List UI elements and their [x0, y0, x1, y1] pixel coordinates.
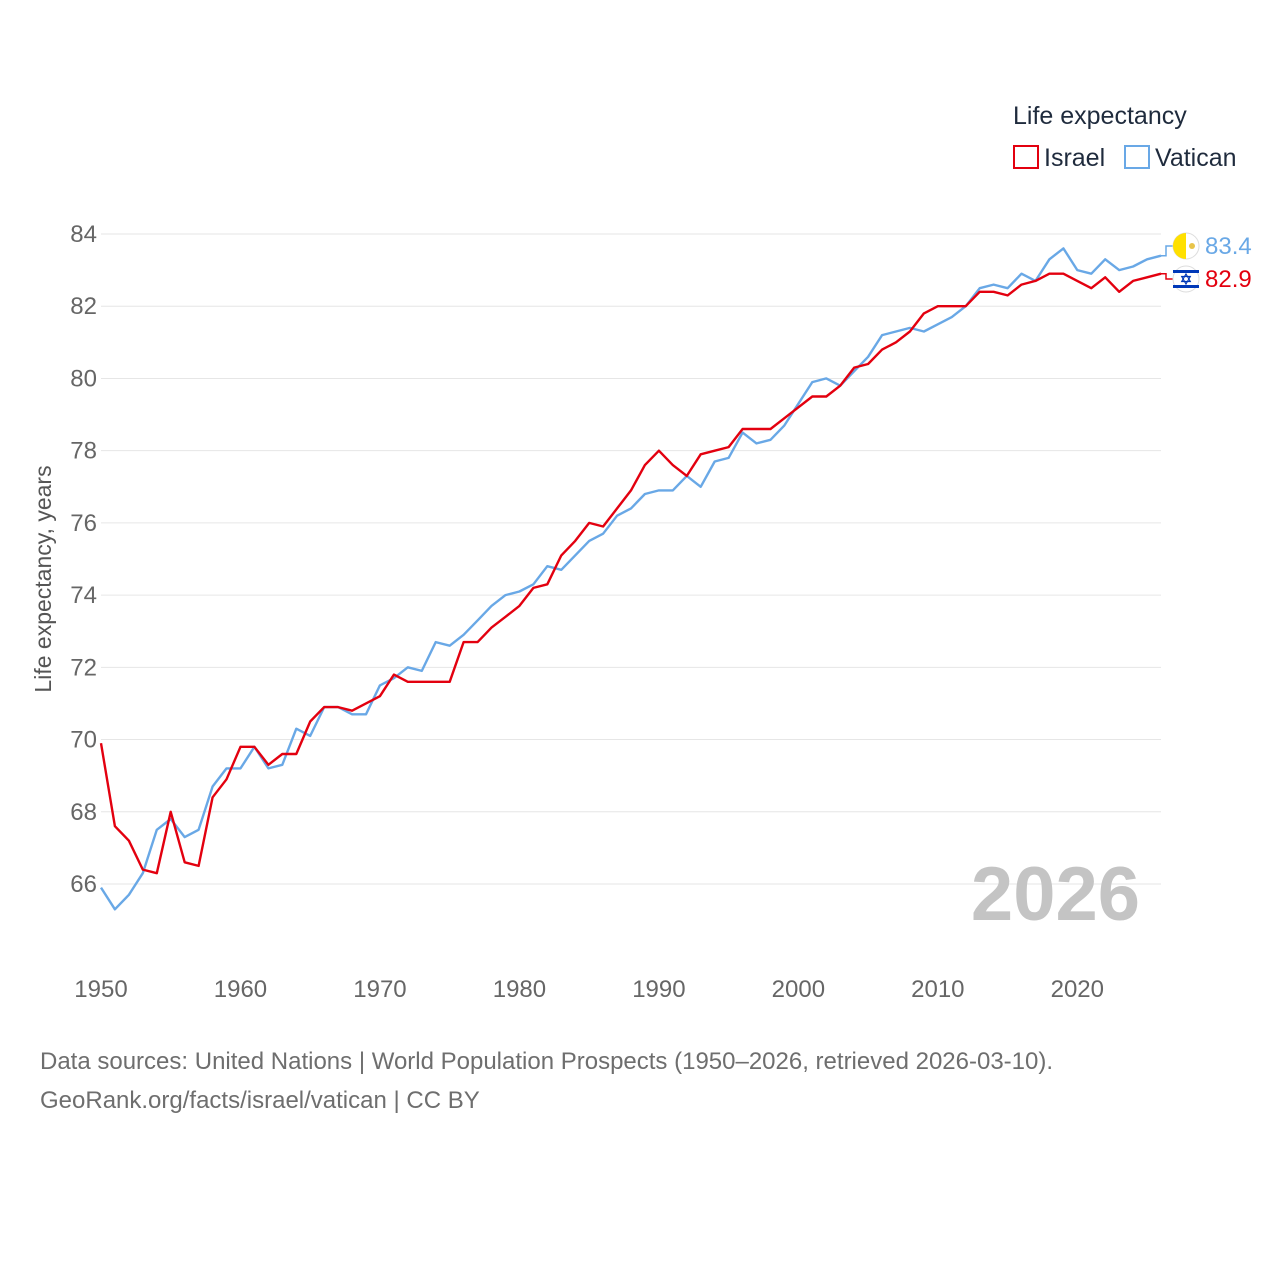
- x-tick-label-1970: 1970: [353, 976, 406, 1003]
- end-value-label-vatican: 83.4: [1205, 233, 1252, 260]
- y-tick-label-74: 74: [70, 582, 97, 609]
- series-lines: [99, 247, 1162, 911]
- y-tick-label-84: 84: [70, 221, 97, 248]
- y-tick-label-68: 68: [70, 799, 97, 826]
- y-tick-label-78: 78: [70, 438, 97, 465]
- source-line-1: Data sources: United Nations | World Pop…: [40, 1048, 1054, 1075]
- end-connector-israel: [1161, 272, 1173, 280]
- y-tick-label-72: 72: [70, 654, 97, 681]
- line-chart: 66 68 70 72 74 76 78 80 82 84 1950 1960 1970 1980 199…: [30, 102, 1252, 1003]
- legend-item-israel[interactable]: Israel: [1013, 144, 1105, 172]
- grid-lines: [101, 233, 1161, 885]
- current-year-watermark: 2026: [971, 852, 1140, 937]
- x-tick-label-1950: 1950: [74, 976, 127, 1003]
- y-axis-label: Life expectancy, years: [30, 465, 56, 692]
- y-tick-label-80: 80: [70, 365, 97, 392]
- legend-label-vatican: Vatican: [1155, 144, 1237, 172]
- series-line-vatican: [99, 247, 1162, 911]
- y-tick-label-76: 76: [70, 510, 97, 537]
- series-end-markers: 82.9 83.4: [1161, 232, 1252, 293]
- end-connector-vatican: [1161, 245, 1173, 257]
- x-tick-label-2010: 2010: [911, 976, 964, 1003]
- source-note: Data sources: United Nations | World Pop…: [40, 1042, 1053, 1120]
- legend-swatch-israel: [1013, 145, 1039, 169]
- source-line-2[interactable]: GeoRank.org/facts/israel/vatican | CC BY: [40, 1087, 480, 1114]
- x-axis-ticks: 1950 1960 1970 1980 1990 2000 2010 2020: [74, 976, 1104, 1003]
- x-tick-label-2000: 2000: [772, 976, 825, 1003]
- legend-label-israel: Israel: [1044, 144, 1105, 172]
- y-tick-label-70: 70: [70, 727, 97, 754]
- end-value-label-israel: 82.9: [1205, 266, 1252, 293]
- y-tick-label-66: 66: [70, 871, 97, 898]
- y-axis-ticks: 66 68 70 72 74 76 78 80 82 84: [70, 221, 97, 898]
- legend-title: Life expectancy: [1013, 102, 1187, 130]
- legend: Life expectancy Israel Vatican: [1013, 102, 1237, 172]
- x-tick-label-2020: 2020: [1051, 976, 1104, 1003]
- vatican-flag-icon: [1172, 232, 1200, 260]
- legend-item-vatican[interactable]: Vatican: [1124, 144, 1237, 172]
- y-tick-label-82: 82: [70, 293, 97, 320]
- series-line-israel: [99, 272, 1162, 875]
- israel-flag-icon: [1172, 265, 1200, 293]
- x-tick-label-1980: 1980: [493, 976, 546, 1003]
- legend-swatch-vatican: [1124, 145, 1150, 169]
- x-tick-label-1960: 1960: [214, 976, 267, 1003]
- x-tick-label-1990: 1990: [632, 976, 685, 1003]
